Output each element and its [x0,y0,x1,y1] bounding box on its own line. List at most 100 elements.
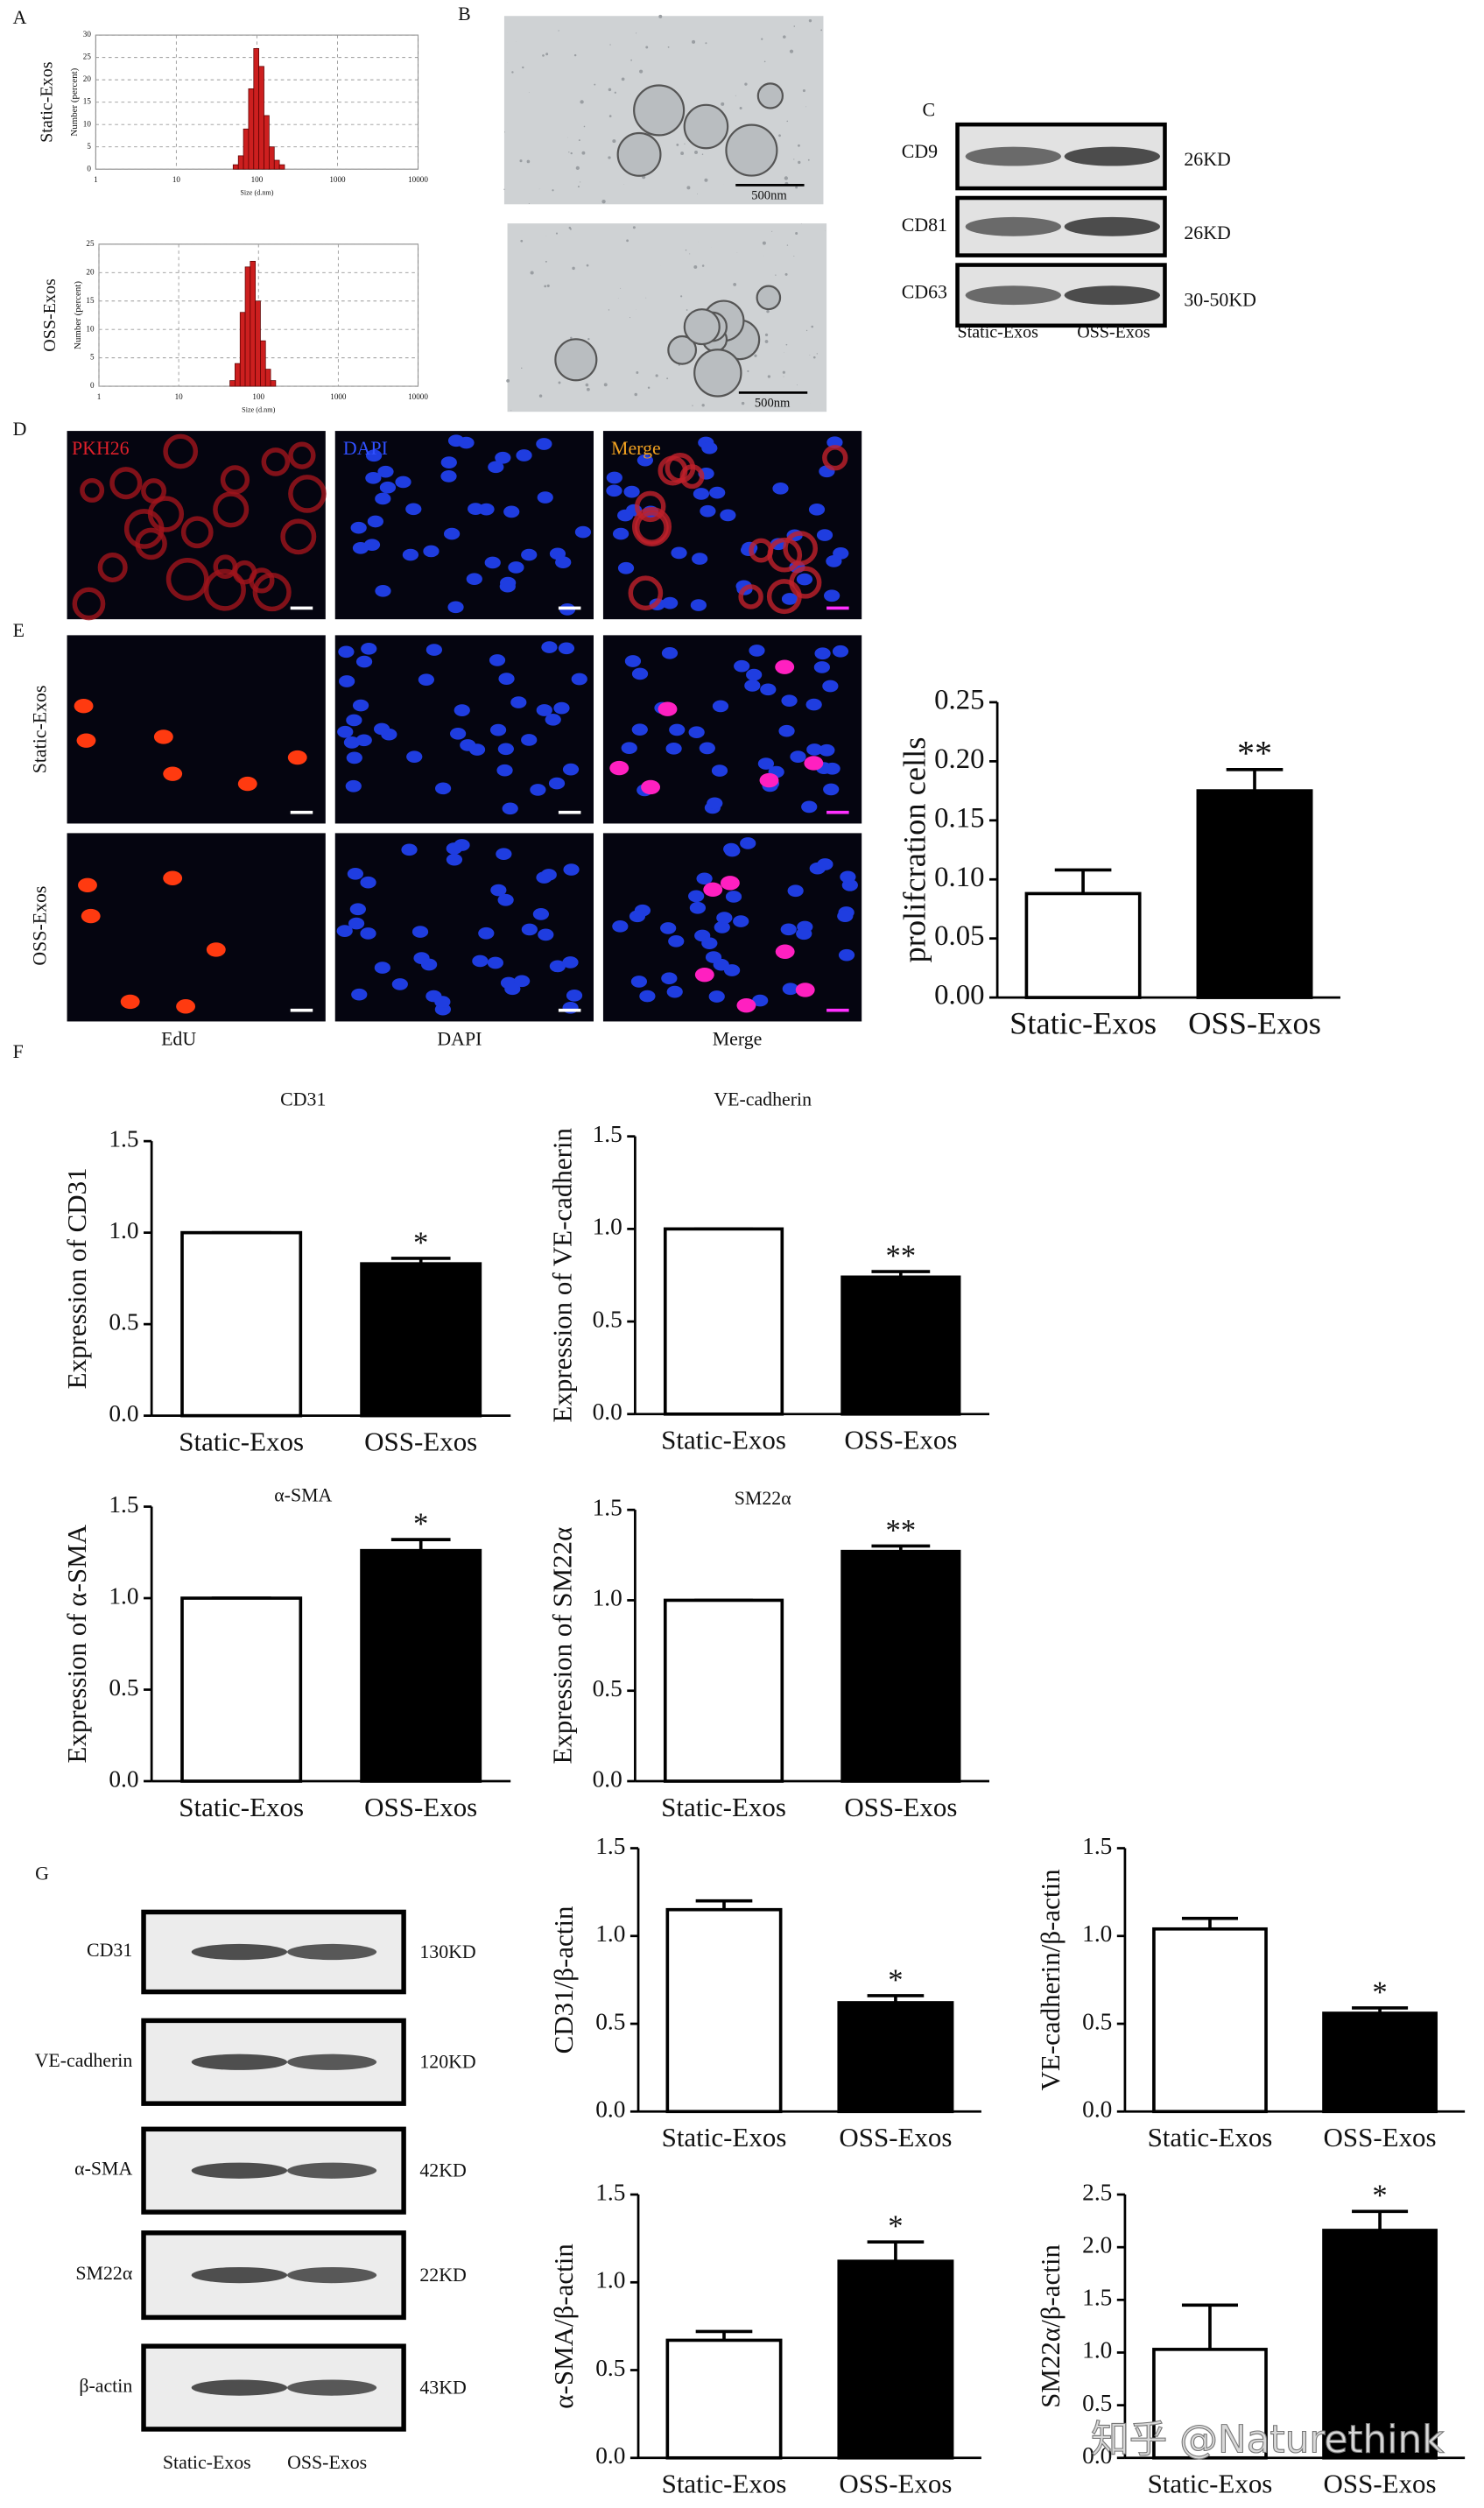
nucleus [699,742,715,755]
scale-bar [826,606,849,610]
nucleus [537,491,553,504]
nucleus [360,927,376,940]
histogram-bar [239,312,246,387]
blot-band [287,1943,377,1961]
nucleus [510,696,527,708]
nucleus [781,694,798,708]
vesicle-ring [288,475,327,513]
micrograph [67,431,326,620]
nucleus [832,645,849,658]
speckle [795,186,798,189]
nucleus [484,556,501,569]
x-tick-label: Static-Exos [662,2469,787,2499]
nucleus [163,766,183,781]
speckle [558,30,559,32]
nucleus [838,948,855,962]
speckle [636,371,639,374]
speckle [578,139,580,142]
significance: * [888,2210,903,2244]
stain-label: DAPI [343,438,388,459]
y-axis-label: Number (percent) [69,67,80,136]
nucleus [513,975,531,988]
speckle [811,325,813,328]
vesicle-ring [738,584,763,609]
speckle [762,241,766,245]
speckle [705,42,707,45]
histogram-bar [258,66,264,170]
nucleus [801,800,818,814]
nucleus [701,937,718,950]
x-tick-label: 1000 [330,392,347,401]
y-axis-label: Expression of VE-cadherin [546,1127,577,1422]
vesicle-ring [634,511,669,545]
nucleus [795,983,815,997]
nucleus [692,553,708,565]
band-label: VE-cadherin [35,2050,133,2071]
nucleus [423,545,440,558]
nucleus [822,680,839,693]
blot-band [1064,146,1161,166]
bar [1196,789,1313,999]
nucleus [716,912,733,924]
speckle [693,264,698,269]
blot-band [191,2162,288,2179]
band-label: α-SMA [74,2159,132,2180]
speckle [629,317,631,319]
micrograph [67,635,326,824]
bar [665,1907,783,2114]
band-label: CD63 [902,281,947,302]
nucleus [708,990,725,1003]
y-tick-label: 0.00 [934,980,984,1011]
nucleus [153,729,173,744]
nucleus [454,704,470,716]
speckle [645,46,649,49]
x-tick-label: Static-Exos [661,1425,786,1455]
speckle [820,29,823,32]
column-label: DAPI [437,1028,482,1049]
speckle [630,59,633,61]
row-label: Static-Exos [29,686,50,774]
y-tick-label: 0.5 [1082,2008,1112,2034]
speckle [542,54,545,57]
nucleus [621,742,637,755]
nucleus [823,783,840,796]
speckle [754,354,757,357]
speckle [570,151,573,155]
vesicle-ring [213,491,250,528]
nucleus [665,743,682,755]
nucleus [346,714,362,727]
speckle [784,403,786,405]
nucleus [478,503,495,516]
histogram-bar [264,369,271,387]
speckle [526,159,531,164]
speckle [686,309,688,311]
nucleus [562,763,580,776]
scale-bar [290,606,313,610]
nucleus [379,481,397,494]
nucleus [669,723,686,736]
speckle [546,284,550,287]
speckle [786,244,789,246]
speckle [783,35,786,39]
significance: * [413,1226,428,1259]
nucleus [736,997,756,1013]
x-tick-label: Static-Exos [1148,2469,1273,2499]
x-axis-label: Size (d.nm) [240,188,273,196]
speckle [704,178,708,182]
nucleus [499,580,516,593]
chart-title: VE-cadherin [714,1089,812,1110]
bar [663,1227,784,1416]
nucleus [503,505,520,518]
x-tick-label: 10000 [408,175,428,184]
histogram-bar [229,380,236,387]
speckle [608,156,611,159]
speckle [658,14,663,18]
bar [360,1262,482,1418]
speckle [538,188,540,190]
nucleus [489,723,507,736]
band-size: 130KD [419,1941,475,1962]
y-tick-label: 1.5 [595,2179,625,2205]
significance: * [413,1507,428,1540]
vesicle-ring [220,465,250,495]
blot-band [965,216,1062,236]
